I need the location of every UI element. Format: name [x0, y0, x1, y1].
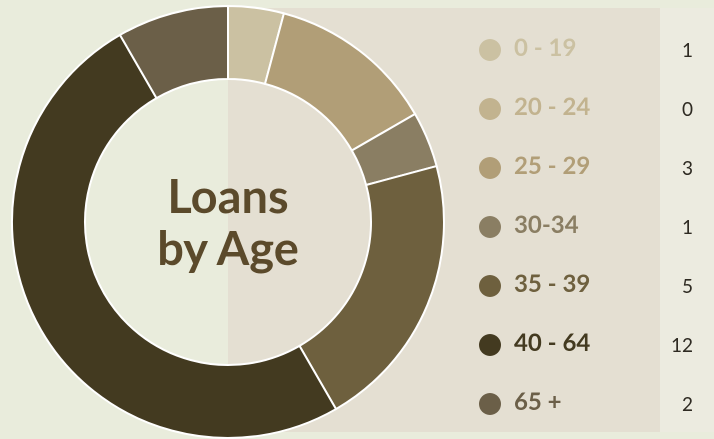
legend-count: 1: [682, 39, 693, 62]
legend-dot: [479, 216, 501, 238]
legend-count: 2: [682, 393, 693, 416]
legend-label: 25 - 29: [514, 151, 590, 180]
legend-dot: [479, 334, 501, 356]
legend-count: 0: [682, 98, 693, 121]
legend-count: 3: [682, 157, 693, 180]
legend-dot: [479, 39, 501, 61]
legend-label: 40 - 64: [514, 328, 590, 357]
legend-dot: [479, 157, 501, 179]
legend-label: 20 - 24: [514, 92, 590, 121]
legend-label: 0 - 19: [514, 33, 576, 62]
legend-count: 1: [682, 216, 693, 239]
legend-label: 65 +: [514, 387, 562, 416]
legend-dot: [479, 98, 501, 120]
legend-dot: [479, 393, 501, 415]
chart-title: Loans by Age: [157, 168, 299, 276]
slice: [298, 164, 445, 411]
slice: [11, 33, 338, 439]
count-panel: [660, 8, 714, 432]
slice: [118, 4, 229, 100]
legend-dot: [479, 275, 501, 297]
legend-label: 35 - 39: [514, 269, 590, 298]
legend-count: 5: [682, 275, 693, 298]
legend-label: 30-34: [514, 210, 579, 239]
legend-count: 12: [671, 334, 693, 357]
